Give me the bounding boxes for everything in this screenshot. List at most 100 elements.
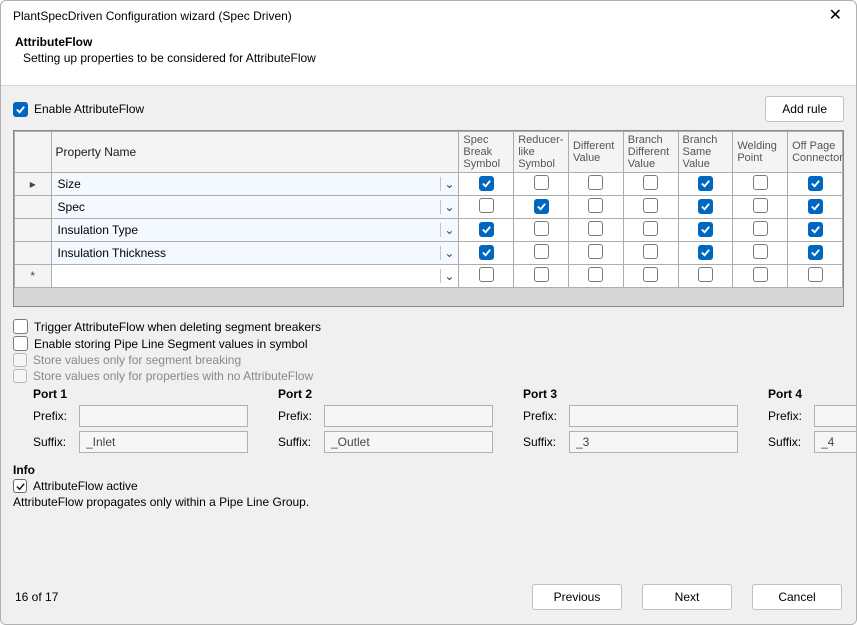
checkbox-icon[interactable] — [753, 198, 768, 213]
flag-cell[interactable] — [459, 265, 514, 288]
col-spec-break-header[interactable]: Spec Break Symbol — [459, 132, 514, 173]
suffix-input[interactable] — [814, 431, 856, 453]
checkbox-icon[interactable] — [588, 221, 603, 236]
chevron-down-icon[interactable]: ⌄ — [440, 200, 454, 214]
trigger-delete-checkbox[interactable] — [13, 319, 28, 334]
add-rule-button[interactable]: Add rule — [765, 96, 844, 122]
checkbox-icon[interactable] — [588, 175, 603, 190]
chevron-down-icon[interactable]: ⌄ — [440, 223, 454, 237]
flag-cell[interactable] — [678, 196, 733, 219]
flag-cell[interactable] — [514, 173, 569, 196]
flag-cell[interactable] — [568, 265, 623, 288]
checkbox-icon[interactable] — [534, 221, 549, 236]
checkbox-icon[interactable] — [534, 244, 549, 259]
chevron-down-icon[interactable]: ⌄ — [440, 269, 454, 283]
checkbox-icon[interactable] — [643, 267, 658, 282]
flag-cell[interactable] — [568, 219, 623, 242]
next-button[interactable]: Next — [642, 584, 732, 610]
table-row[interactable]: Spec⌄ — [15, 196, 843, 219]
flag-cell[interactable] — [459, 219, 514, 242]
checkbox-icon[interactable] — [698, 267, 713, 282]
flag-cell[interactable] — [623, 173, 678, 196]
checkbox-icon[interactable] — [698, 176, 713, 191]
flag-cell[interactable] — [788, 173, 843, 196]
suffix-input[interactable] — [79, 431, 248, 453]
checkbox-icon[interactable] — [808, 199, 823, 214]
checkbox-icon[interactable] — [588, 198, 603, 213]
flag-cell[interactable] — [678, 219, 733, 242]
flag-cell[interactable] — [514, 219, 569, 242]
property-name-cell[interactable]: ⌄ — [51, 265, 459, 288]
checkbox-icon[interactable] — [808, 176, 823, 191]
flag-cell[interactable] — [733, 242, 788, 265]
flag-cell[interactable] — [788, 219, 843, 242]
checkbox-icon[interactable] — [479, 198, 494, 213]
col-reducer-like-header[interactable]: Reducer-like Symbol — [514, 132, 569, 173]
property-name-cell[interactable]: Insulation Type⌄ — [51, 219, 459, 242]
property-name-cell[interactable]: Spec⌄ — [51, 196, 459, 219]
flag-cell[interactable] — [733, 173, 788, 196]
flag-cell[interactable] — [788, 242, 843, 265]
flag-cell[interactable] — [678, 242, 733, 265]
prefix-input[interactable] — [569, 405, 738, 427]
checkbox-icon[interactable] — [643, 198, 658, 213]
flag-cell[interactable] — [568, 196, 623, 219]
flag-cell[interactable] — [514, 196, 569, 219]
checkbox-icon[interactable] — [534, 267, 549, 282]
flag-cell[interactable] — [514, 242, 569, 265]
flag-cell[interactable] — [678, 265, 733, 288]
flag-cell[interactable] — [733, 219, 788, 242]
flag-cell[interactable] — [459, 196, 514, 219]
cancel-button[interactable]: Cancel — [752, 584, 842, 610]
checkbox-icon[interactable] — [534, 199, 549, 214]
property-name-cell[interactable]: Insulation Thickness⌄ — [51, 242, 459, 265]
flag-cell[interactable] — [733, 196, 788, 219]
col-branch-same-header[interactable]: Branch Same Value — [678, 132, 733, 173]
flag-cell[interactable] — [568, 242, 623, 265]
chevron-down-icon[interactable]: ⌄ — [440, 246, 454, 260]
checkbox-icon[interactable] — [808, 245, 823, 260]
col-different-value-header[interactable]: Different Value — [568, 132, 623, 173]
flag-cell[interactable] — [459, 173, 514, 196]
col-off-page-header[interactable]: Off Page Connector — [788, 132, 843, 173]
checkbox-icon[interactable] — [643, 221, 658, 236]
checkbox-icon[interactable] — [479, 267, 494, 282]
checkbox-icon[interactable] — [753, 244, 768, 259]
previous-button[interactable]: Previous — [532, 584, 622, 610]
suffix-input[interactable] — [324, 431, 493, 453]
checkbox-icon[interactable] — [808, 267, 823, 282]
flag-cell[interactable] — [623, 219, 678, 242]
checkbox-icon[interactable] — [808, 222, 823, 237]
checkbox-icon[interactable] — [643, 175, 658, 190]
flag-cell[interactable] — [623, 265, 678, 288]
checkbox-icon[interactable] — [698, 222, 713, 237]
close-icon[interactable]: ✕ — [825, 6, 846, 26]
prefix-input[interactable] — [324, 405, 493, 427]
checkbox-icon[interactable] — [479, 222, 494, 237]
enable-store-checkbox[interactable] — [13, 336, 28, 351]
flag-cell[interactable] — [623, 196, 678, 219]
enable-attributeflow-checkbox[interactable]: Enable AttributeFlow — [13, 102, 144, 117]
flag-cell[interactable] — [514, 265, 569, 288]
flag-cell[interactable] — [568, 173, 623, 196]
suffix-input[interactable] — [569, 431, 738, 453]
flag-cell[interactable] — [678, 173, 733, 196]
checkbox-icon[interactable] — [534, 175, 549, 190]
flag-cell[interactable] — [459, 242, 514, 265]
flag-cell[interactable] — [623, 242, 678, 265]
table-row[interactable]: *⌄ — [15, 265, 843, 288]
checkbox-icon[interactable] — [588, 267, 603, 282]
checkbox-icon[interactable] — [698, 199, 713, 214]
checkbox-icon[interactable] — [479, 245, 494, 260]
checkbox-icon[interactable] — [753, 221, 768, 236]
chevron-down-icon[interactable]: ⌄ — [440, 177, 454, 191]
flag-cell[interactable] — [733, 265, 788, 288]
checkbox-icon[interactable] — [588, 244, 603, 259]
table-row[interactable]: Insulation Thickness⌄ — [15, 242, 843, 265]
col-branch-diff-header[interactable]: Branch Different Value — [623, 132, 678, 173]
attributeflow-active-checkbox[interactable] — [13, 479, 27, 493]
checkbox-icon[interactable] — [479, 176, 494, 191]
prefix-input[interactable] — [79, 405, 248, 427]
property-name-cell[interactable]: Size⌄ — [51, 173, 459, 196]
col-property-name-header[interactable]: Property Name — [51, 132, 459, 173]
